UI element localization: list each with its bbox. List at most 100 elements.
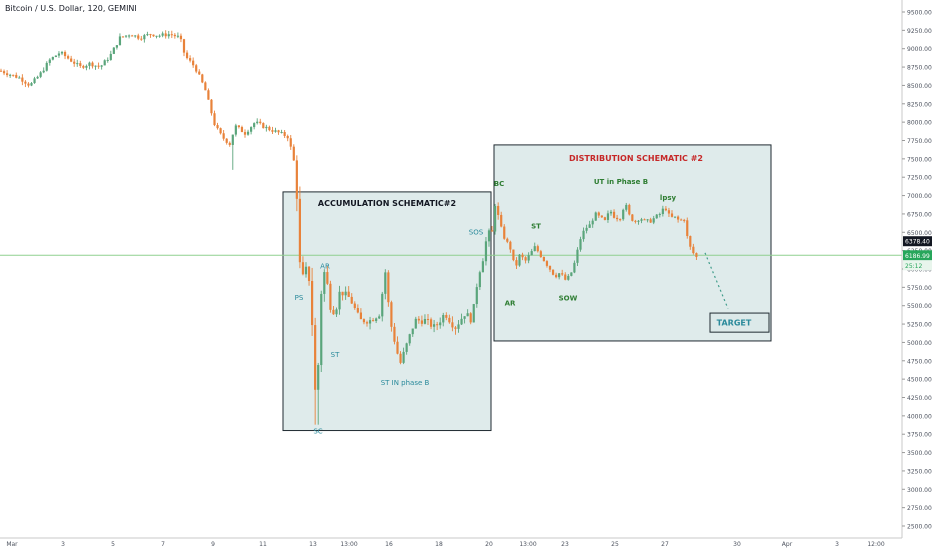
candle-body — [280, 131, 283, 133]
candle-body — [231, 134, 234, 145]
candle-body — [21, 77, 24, 82]
candle-body — [112, 47, 115, 54]
candle-body — [469, 313, 472, 323]
price-tick-label: 3750.00 — [907, 432, 932, 439]
candle-body — [323, 272, 326, 294]
candle-body — [515, 260, 518, 266]
time-tick-label: 27 — [661, 541, 669, 548]
candle-body — [460, 318, 463, 325]
label-st-dist: ST — [531, 223, 541, 231]
candle-body — [433, 324, 436, 327]
candle-body — [33, 78, 36, 84]
candle-body — [219, 128, 222, 134]
candle-body — [545, 261, 549, 266]
candle-body — [548, 265, 552, 270]
candle-body — [176, 35, 179, 37]
candle-body — [576, 249, 579, 263]
candle-body — [616, 217, 619, 220]
distribution-box — [493, 144, 772, 342]
candle-body — [490, 230, 494, 232]
candle-body — [201, 74, 204, 83]
candle-body — [585, 227, 588, 231]
candle-body — [600, 215, 603, 218]
high-price-badge-label: 6378.40 — [905, 239, 930, 246]
candle-body — [670, 213, 674, 217]
candle-body — [234, 125, 237, 135]
time-tick-label: 3 — [61, 541, 65, 548]
current-price-badge-label: 6186.99 — [905, 253, 930, 260]
label-lpsy: lpsy — [660, 194, 677, 202]
title-accumulation: ACCUMULATION SCHEMATIC#2 — [318, 199, 456, 208]
candle-body — [625, 204, 628, 210]
price-tick-label: 2750.00 — [907, 505, 932, 512]
accumulation-box — [282, 191, 492, 432]
candle-body — [399, 353, 402, 363]
candle-body — [106, 59, 109, 61]
candle-body — [646, 219, 649, 221]
candle-body — [311, 280, 314, 326]
price-tick-label: 4500.00 — [907, 377, 932, 384]
candle-body — [487, 230, 491, 242]
price-tick-label: 7000.00 — [907, 193, 932, 200]
candle-body — [85, 65, 88, 68]
candle-body — [457, 324, 460, 329]
price-tick-label: 3500.00 — [907, 450, 932, 457]
candle-body — [39, 72, 42, 77]
candle-body — [170, 34, 173, 36]
candle-body — [509, 241, 512, 250]
projection-line — [704, 252, 729, 309]
candle-body — [634, 220, 637, 222]
candle-body — [667, 210, 671, 214]
candle-body — [612, 211, 616, 218]
candle-body — [494, 205, 497, 232]
candle-body — [164, 33, 167, 37]
label-st-acc: ST — [331, 351, 340, 359]
price-tick-label: 9500.00 — [907, 10, 932, 17]
candle-body — [411, 328, 414, 335]
candle-body — [146, 34, 149, 36]
candle-body — [222, 133, 225, 139]
candle-body — [359, 312, 362, 320]
candle-body — [429, 319, 433, 327]
current-price-badge — [903, 250, 932, 261]
candle-body — [335, 309, 338, 315]
candle-body — [9, 74, 12, 76]
candle-body — [12, 74, 15, 76]
candle-body — [277, 130, 280, 133]
candle-body — [655, 214, 658, 219]
price-tick-label: 7250.00 — [907, 175, 932, 182]
candle-body — [189, 58, 192, 61]
candle-body — [393, 326, 396, 342]
candle-body — [384, 272, 387, 294]
candle-body — [609, 211, 613, 214]
candle-body — [341, 291, 344, 296]
candle-body — [558, 273, 561, 278]
price-axis[interactable] — [902, 0, 932, 550]
candle-body — [338, 291, 341, 310]
time-tick-label: 23 — [561, 541, 569, 548]
candle-body — [51, 57, 54, 60]
candle-body — [448, 317, 451, 323]
candle-body — [542, 257, 545, 262]
candle-body — [265, 126, 268, 129]
candle-body — [240, 127, 244, 133]
label-ar-acc: AR — [320, 262, 330, 270]
candle-body — [161, 33, 164, 36]
time-tick-label: 30 — [733, 541, 741, 548]
candle-body — [436, 324, 439, 326]
candle-body — [503, 226, 506, 239]
candle-body — [603, 217, 606, 220]
price-tick-label: 2500.00 — [907, 524, 932, 531]
candle-body — [134, 35, 137, 37]
candle-body — [207, 90, 210, 100]
candle-body — [250, 127, 253, 132]
candle-body — [527, 255, 530, 261]
title-distribution: DISTRIBUTION SCHEMATIC #2 — [569, 154, 703, 163]
label-bc: BC — [494, 180, 504, 188]
candle-body — [402, 351, 405, 363]
price-tick-label: 8250.00 — [907, 101, 932, 108]
price-tick-label: 5000.00 — [907, 340, 932, 347]
candle-body — [185, 52, 189, 59]
candle-body — [555, 274, 558, 278]
